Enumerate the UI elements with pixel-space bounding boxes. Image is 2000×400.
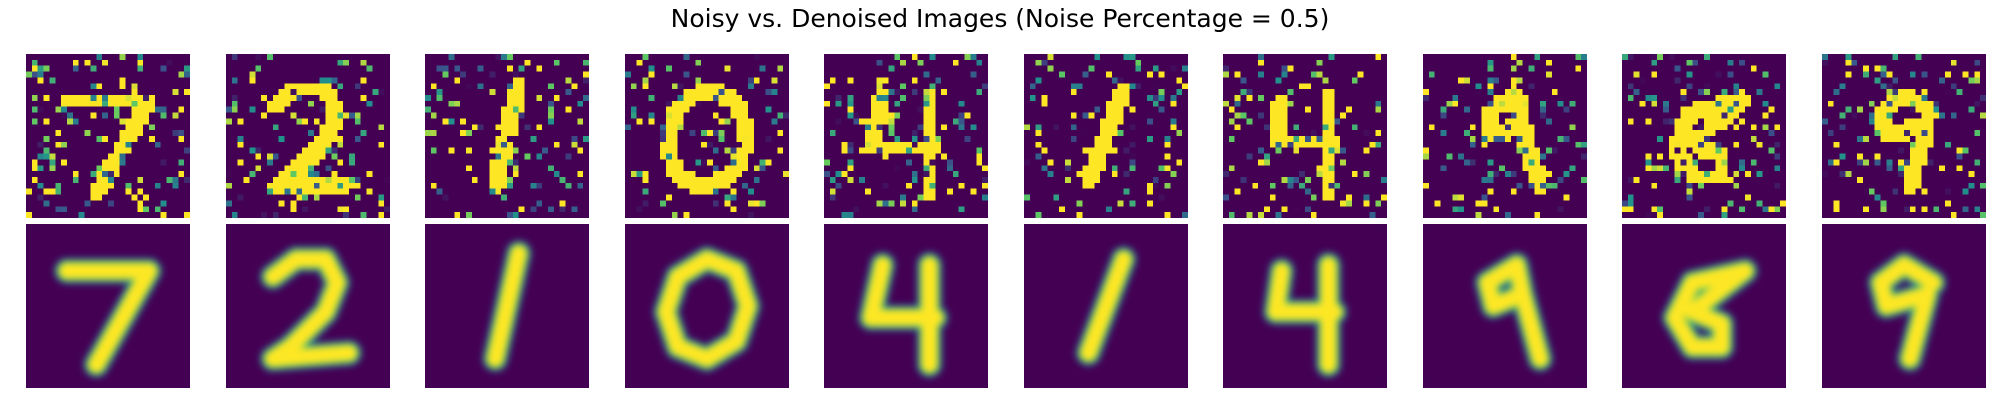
denoised-image-3 xyxy=(425,224,589,388)
denoised-image-1 xyxy=(26,224,190,388)
denoised-image-5 xyxy=(824,224,988,388)
image-grid xyxy=(26,54,1986,388)
denoised-image-7 xyxy=(1223,224,1387,388)
denoised-image-9 xyxy=(1622,224,1786,388)
denoised-image-10 xyxy=(1822,224,1986,388)
noisy-image-2 xyxy=(226,54,390,218)
noisy-image-9 xyxy=(1622,54,1786,218)
noisy-image-1 xyxy=(26,54,190,218)
figure-title: Noisy vs. Denoised Images (Noise Percent… xyxy=(670,4,1330,33)
denoised-image-2 xyxy=(226,224,390,388)
denoised-image-4 xyxy=(625,224,789,388)
noisy-image-3 xyxy=(425,54,589,218)
noisy-image-6 xyxy=(1024,54,1188,218)
denoised-image-6 xyxy=(1024,224,1188,388)
denoised-image-8 xyxy=(1423,224,1587,388)
noisy-image-8 xyxy=(1423,54,1587,218)
noisy-image-4 xyxy=(625,54,789,218)
noisy-image-10 xyxy=(1822,54,1986,218)
noisy-image-7 xyxy=(1223,54,1387,218)
noisy-image-5 xyxy=(824,54,988,218)
